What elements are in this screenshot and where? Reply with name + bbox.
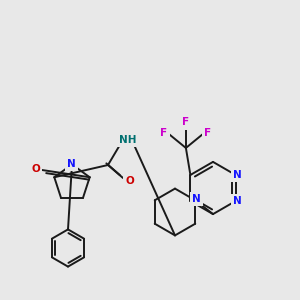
Text: F: F	[160, 128, 168, 138]
Text: N: N	[233, 170, 242, 180]
Text: F: F	[204, 128, 211, 138]
Text: O: O	[125, 176, 134, 186]
Text: NH: NH	[119, 135, 137, 145]
Text: F: F	[182, 117, 190, 128]
Text: N: N	[67, 159, 76, 169]
Text: O: O	[31, 164, 40, 173]
Text: N: N	[192, 194, 201, 204]
Text: N: N	[233, 196, 242, 206]
